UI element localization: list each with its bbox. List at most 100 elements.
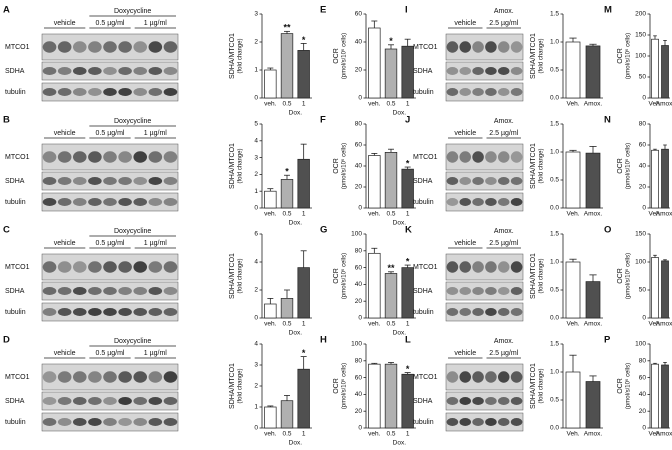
blot-band [459,371,472,383]
blot-band [163,67,178,75]
row-label: SDHA [413,68,433,75]
y-tick-label: 0.5 [550,177,559,184]
y-tick-label: 150 [635,32,646,39]
bar [401,373,414,429]
panel-letter: L [405,335,411,346]
blot-strip [445,61,524,81]
row-label: SDHA [5,288,25,295]
treatment-label: Amox. [494,228,514,235]
y-tick-label: 100 [635,259,646,266]
blot-band [133,67,148,75]
blot-band [485,371,497,383]
blot-band [148,67,163,75]
x-tick-label: 0.5 [386,321,395,328]
blot-band [485,261,497,273]
panel-letter: P [604,335,611,346]
x-tick-label: 0.5 [282,431,291,438]
y-tick-label: 0 [254,95,258,102]
group-label: vehicle [454,130,476,137]
blot-band [446,261,459,273]
blot-band [72,308,87,316]
blot-band [485,151,497,163]
blot-band [446,308,459,316]
blot-band [42,41,57,53]
y-axis-label: OCR [617,378,624,394]
y-axis-sublabel: (fold change) [539,148,545,183]
blot-band [88,151,102,163]
significance: * [406,256,410,266]
y-tick-label: 5 [254,121,258,128]
y-axis-label: SDHA/MTCO1 [229,33,236,79]
x-tick-label: veh. [264,321,276,328]
group-label: vehicle [54,240,76,247]
y-tick-label: 40 [639,391,647,398]
y-axis-sublabel: (pmol/s/10⁶ cells) [341,253,348,299]
x-tick-label: 0.5 [282,101,291,108]
y-tick-label: 1.0 [550,39,559,46]
panel-letter: G [320,225,327,236]
x-tick-label: veh. [264,211,276,218]
blot-band [103,371,117,383]
x-tick-label: 1 [406,431,410,438]
blot-band [72,418,87,426]
y-axis-label: OCR [617,158,624,174]
y-axis-label: OCR [617,48,624,64]
blot-band [497,418,510,426]
blot-band [497,397,510,405]
panel-letter: D [3,335,10,346]
blot-band [88,177,102,185]
blot-band [472,397,484,405]
blot-band [446,287,459,295]
blot-band [497,308,510,316]
y-tick-label: 1 [254,188,258,195]
y-tick-label: 3 [254,154,258,161]
blot-band [88,308,102,316]
blot-band [446,198,459,206]
blot-band [446,418,459,426]
blot-band [148,308,163,316]
blot-band [148,88,163,96]
blot-band [148,151,163,163]
blot-band [57,88,72,96]
bar [565,151,581,209]
x-tick-label: 1 [302,211,306,218]
y-tick-label: 1.5 [550,11,559,18]
blot-band [42,177,57,185]
bar [264,69,277,99]
y-axis-label: SDHA/MTCO1 [229,143,236,189]
blot-band [57,371,72,383]
blot-band [72,397,87,405]
y-tick-label: 60 [355,11,363,18]
y-tick-label: 1.5 [550,231,559,238]
blot-band [497,371,510,383]
blot-strip [41,61,179,81]
blot-band [103,177,117,185]
blot-band [72,287,87,295]
y-axis-sublabel: (pmol/s/10⁶ cells) [341,33,348,79]
blot-band [472,151,484,163]
x-tick-label: 1 [406,211,410,218]
blot-band [88,88,102,96]
row-label: MTCO1 [5,154,30,161]
x-tick-label: Veh. [566,101,579,108]
blot-band [133,198,148,206]
y-tick-label: 0.5 [550,397,559,404]
x-tick-label: 0.5 [386,101,395,108]
row-label: SDHA [413,178,433,185]
group-label: Dox. [289,110,303,117]
y-tick-label: 20 [355,184,363,191]
x-tick-label: Veh. [648,321,661,328]
x-tick-label: Veh. [566,431,579,438]
blot-band [42,151,57,163]
bar [401,45,414,99]
blot-band [510,88,523,96]
blot-strip [445,192,524,212]
group-label: 0.5 µg/ml [96,240,125,247]
x-tick-label: 0.5 [282,321,291,328]
y-axis-sublabel: (pmol/s/10⁶ cells) [625,253,632,299]
blot-band [57,177,72,185]
blot-band [133,88,148,96]
bar [297,267,310,319]
y-tick-label: 1 [254,67,258,74]
